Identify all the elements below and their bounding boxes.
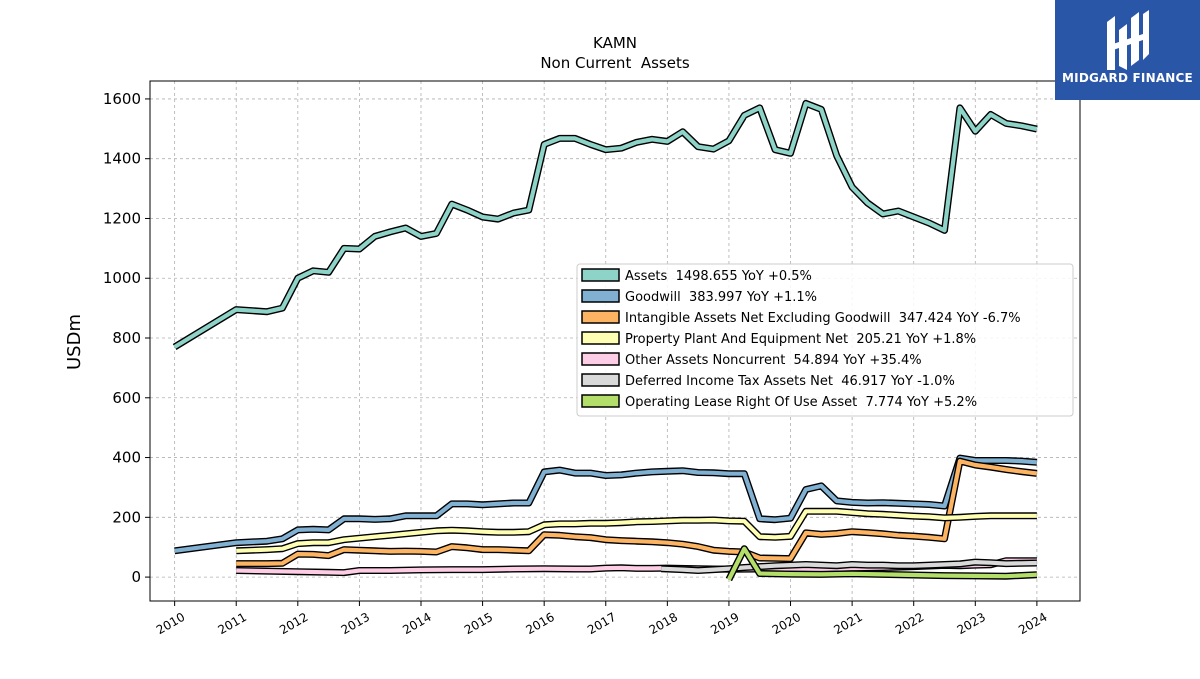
y-tick-label: 200 [112,508,141,526]
midgard-finance-logo: MIDGARD FINANCE [1055,0,1200,100]
x-tick-label: 2013 [339,610,372,637]
y-tick-label: 1600 [103,90,141,108]
y-tick-label: 1200 [103,209,141,227]
chart-title: KAMN [593,34,637,52]
legend-label: Operating Lease Right Of Use Asset 7.774… [625,395,977,410]
legend-label: Other Assets Noncurrent 54.894 YoY +35.4… [625,353,922,368]
legend-swatch [581,289,620,303]
legend-swatch [581,268,620,282]
series-6 [725,545,1038,582]
legend-entry: Deferred Income Tax Assets Net 46.917 Yo… [581,373,955,389]
series-2 [236,457,1038,568]
plot-frame [149,80,1081,602]
x-tick-label: 2021 [831,610,864,637]
y-tick-label: 600 [112,389,141,407]
legend-swatch [581,310,620,324]
legend-swatch [581,331,620,345]
x-tick-label: 2024 [1016,610,1049,637]
y-tick-label: 1000 [103,269,141,287]
series-line [236,459,1038,566]
legend-entry: Other Assets Noncurrent 54.894 YoY +35.4… [581,352,922,368]
y-axis-label: USDm [64,314,85,370]
legend-swatch [581,394,620,408]
logo-text: MIDGARD FINANCE [1062,71,1193,85]
series-line [727,546,1038,581]
series-3 [236,507,1037,555]
legend-label: Assets 1498.655 YoY +0.5% [625,269,812,284]
series-0 [172,99,1038,350]
legend-swatch [581,373,620,387]
x-tick-label: 2023 [955,610,988,637]
legend-swatch [581,352,620,366]
x-tick-label: 2012 [277,610,310,637]
legend-entry: Property Plant And Equipment Net 205.21 … [581,331,976,347]
legend-label: Deferred Income Tax Assets Net 46.917 Yo… [625,374,955,389]
y-tick-label: 0 [131,568,141,586]
legend-label: Property Plant And Equipment Net 205.21 … [625,332,976,347]
series-line [174,456,1038,553]
legend-frame [576,263,1074,417]
legend-label: Intangible Assets Net Excluding Goodwill… [625,311,1021,326]
legend-entry: Goodwill 383.997 YoY +1.1% [581,289,817,305]
chart-subtitle: Non Current Assets [540,54,690,72]
y-tick-label: 800 [112,329,141,347]
legend-entry: Operating Lease Right Of Use Asset 7.774… [581,394,977,410]
series-line [661,560,1037,573]
x-tick-label: 2014 [400,610,433,637]
series-layer [172,99,1038,582]
legend-entry: Assets 1498.655 YoY +0.5% [581,268,812,284]
x-tick-label: 2017 [585,610,618,637]
series-line [173,101,1038,349]
y-tick-label: 1400 [103,150,141,168]
legend-label: Goodwill 383.997 YoY +1.1% [625,290,817,305]
x-tick-label: 2020 [770,610,803,637]
y-tick-label: 400 [112,449,141,467]
x-tick-label: 2022 [893,610,926,637]
legend-entry: Intangible Assets Net Excluding Goodwill… [581,310,1021,326]
series-5 [661,558,1037,574]
x-tick-label: 2015 [462,610,495,637]
legend: Assets 1498.655 YoY +0.5% Goodwill 383.99… [576,263,1074,417]
x-tick-label: 2018 [647,610,680,637]
logo-mark-icon [1107,10,1149,70]
series-line [236,509,1037,553]
x-tick-label: 2011 [215,610,248,637]
x-tick-label: 2019 [708,610,741,637]
series-1 [174,454,1038,555]
x-tick-label: 2016 [523,610,556,637]
x-tick-label: 2010 [154,610,187,637]
